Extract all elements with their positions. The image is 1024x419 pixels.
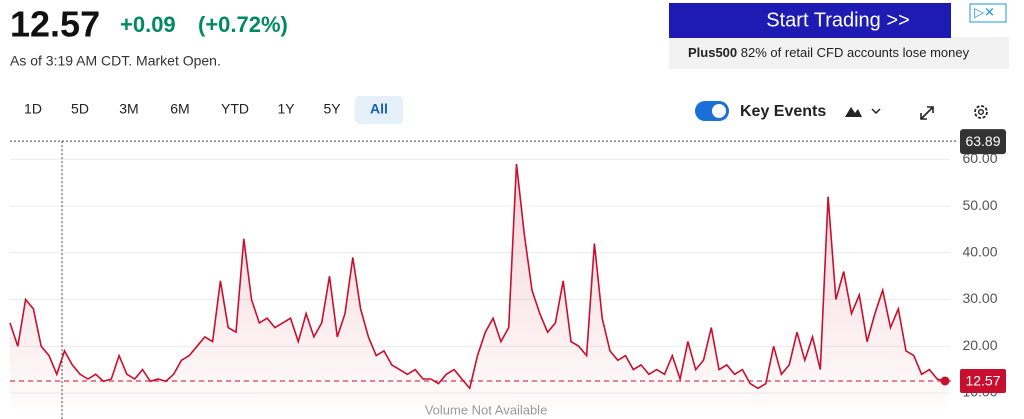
y-tick-label: 20.00 — [962, 337, 997, 353]
toggle-knob — [712, 104, 726, 118]
range-bar: 1D 5D 3M 6M YTD 1Y 5Y All — [24, 96, 403, 124]
ad-footer — [669, 37, 1009, 69]
range-button[interactable]: 1Y — [277, 101, 295, 117]
ad-text: Plus500 82% of retail CFD accounts lose … — [688, 45, 970, 60]
key-events-label[interactable]: Key Events — [740, 103, 826, 120]
change: +0.09 — [120, 12, 176, 37]
chart-type-caret[interactable] — [871, 108, 881, 115]
last-label-bg — [960, 368, 1006, 393]
crosshair-label-bg — [960, 129, 1006, 155]
settings-icon[interactable] — [974, 105, 988, 119]
range-button[interactable]: 1D — [24, 101, 42, 117]
y-tick-label: 40.00 — [962, 244, 997, 260]
chart-type-icon[interactable] — [845, 107, 862, 117]
chart: 10.0020.0030.0040.0050.0060.0012.5763.89… — [9, 129, 1006, 419]
range-button[interactable]: YTD — [221, 101, 249, 117]
ad-disclaimer: 82% of retail CFD accounts lose money — [741, 45, 970, 60]
range-button[interactable]: 3M — [119, 101, 138, 117]
ad-button[interactable] — [669, 3, 951, 38]
ad-icon[interactable] — [969, 3, 1007, 23]
range-button[interactable]: All — [370, 101, 388, 117]
range-button[interactable]: 5D — [71, 101, 89, 117]
range-button[interactable]: 6M — [170, 101, 189, 117]
ad-icon-glyph: ▷✕ — [974, 4, 995, 19]
last-point — [940, 376, 950, 386]
area — [10, 164, 945, 407]
y-tick-label: 30.00 — [962, 290, 997, 306]
ad-cta[interactable]: Start Trading >> — [766, 9, 909, 31]
ad-brand: Plus500 — [688, 45, 737, 60]
price-line — [9, 163, 946, 391]
crosshair-label: 63.89 — [965, 133, 1000, 149]
range-button[interactable]: 5Y — [323, 101, 341, 117]
range-active-bg[interactable] — [355, 96, 403, 124]
change-pct: (+0.72%) — [198, 12, 288, 37]
volume-note: Volume Not Available — [425, 402, 548, 417]
as-of: As of 3:19 AM CDT. Market Open. — [10, 53, 221, 69]
last-label: 12.57 — [965, 373, 1000, 389]
price: 12.57 — [10, 4, 100, 45]
settings-icon-center — [978, 108, 985, 115]
expand-icon[interactable] — [920, 106, 934, 120]
y-tick-label: 50.00 — [962, 197, 997, 213]
